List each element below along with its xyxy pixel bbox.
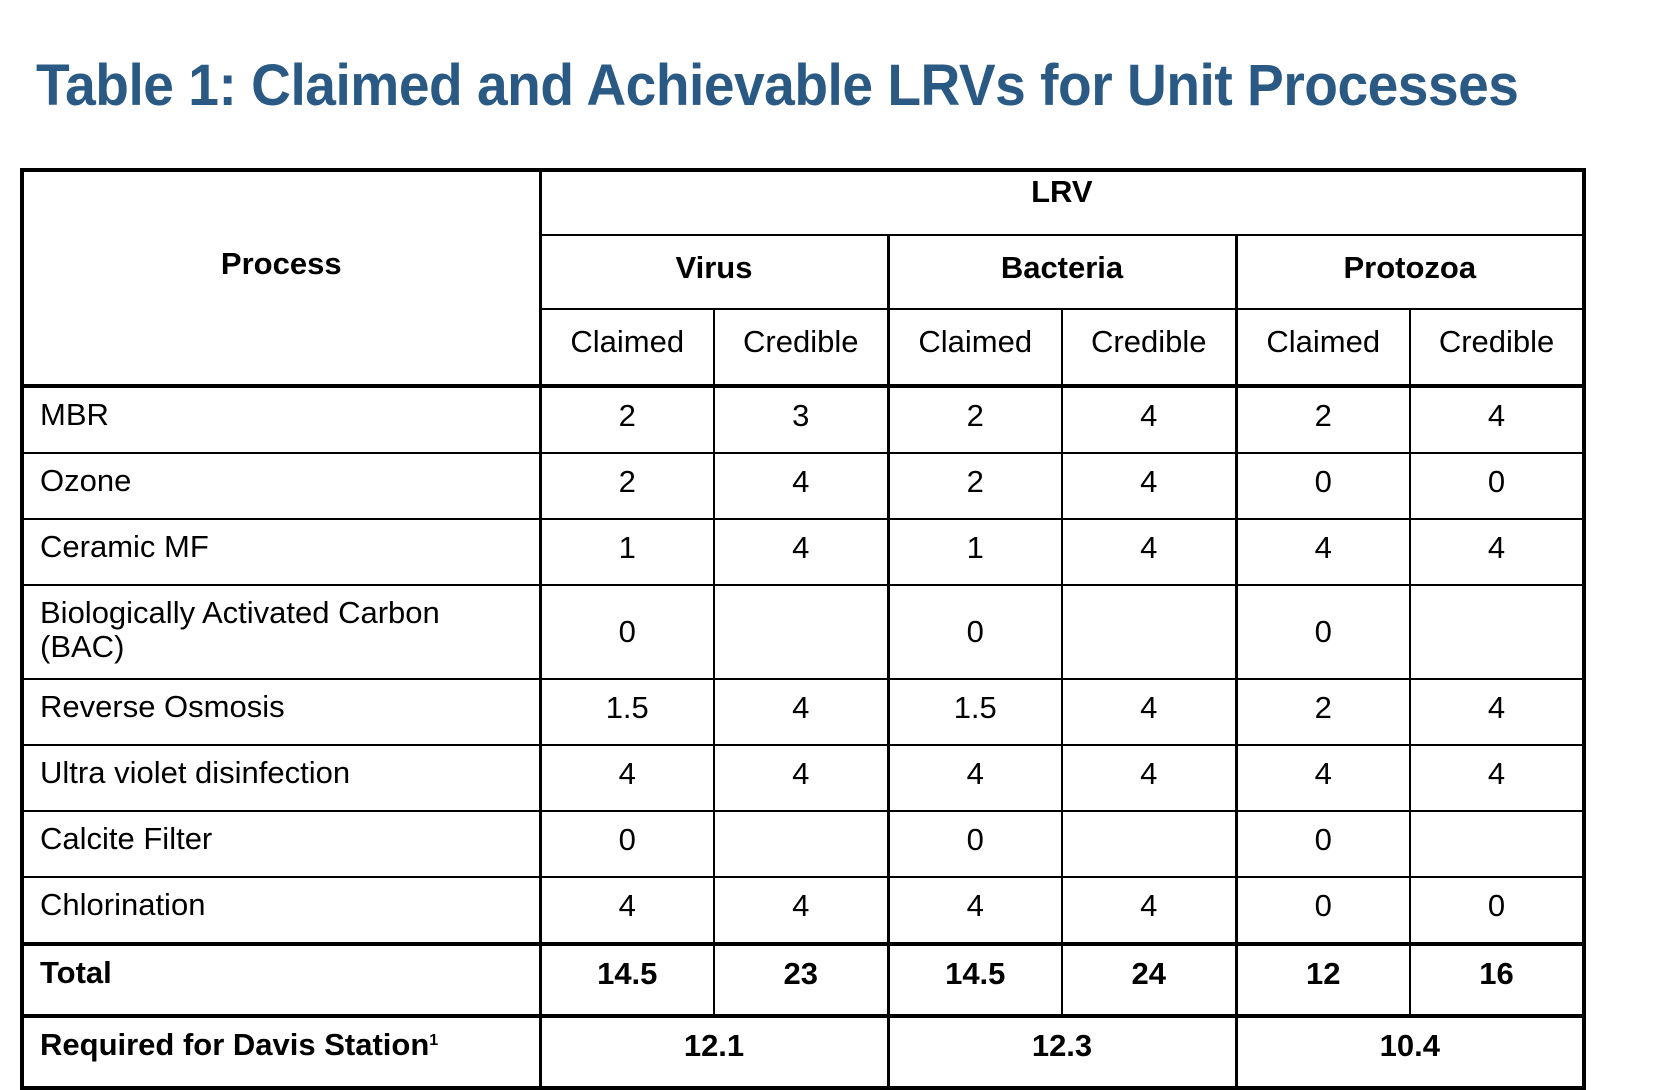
table-row: Ceramic MF 1 4 1 4 4 4 <box>20 518 1587 586</box>
protozoa-claimed-header: Claimed <box>1235 308 1411 388</box>
value-cell: 4 <box>1408 678 1587 746</box>
value-cell: 1 <box>538 518 715 586</box>
value-cell: 0 <box>1234 584 1411 680</box>
virus-credible-header: Credible <box>713 308 890 388</box>
process-cell: Ozone <box>20 452 542 520</box>
value-cell <box>1408 584 1587 680</box>
lrv-table: Process LRV Virus Bacteria Protozoa Clai… <box>20 168 1587 1090</box>
value-cell: 2 <box>886 452 1063 520</box>
required-label-cell: Required for Davis Station1 <box>20 1014 542 1090</box>
value-cell: 4 <box>713 452 889 520</box>
value-cell: 4 <box>1408 744 1587 812</box>
value-cell: 4 <box>713 876 889 945</box>
value-cell: 1 <box>886 518 1063 586</box>
value-cell: 4 <box>1061 678 1237 746</box>
table-row: Ozone 2 4 2 4 0 0 <box>20 452 1587 520</box>
process-header: Process <box>20 168 542 388</box>
value-cell: 4 <box>538 876 715 945</box>
table-row: Ultra violet disinfection 4 4 4 4 4 4 <box>20 744 1587 812</box>
value-cell: 0 <box>538 810 715 878</box>
table-row: Biologically Activated Carbon (BAC) 0 0 … <box>20 584 1587 680</box>
value-cell: 4 <box>1061 876 1237 945</box>
value-cell <box>713 584 889 680</box>
total-value-cell: 14.5 <box>886 942 1063 1017</box>
table-row: Reverse Osmosis 1.5 4 1.5 4 2 4 <box>20 678 1587 746</box>
value-cell: 4 <box>1061 744 1237 812</box>
value-cell: 1.5 <box>886 678 1063 746</box>
value-cell: 4 <box>1234 744 1411 812</box>
value-cell: 4 <box>1408 385 1587 454</box>
total-row: Total 14.5 23 14.5 24 12 16 <box>20 942 1587 1017</box>
value-cell: 3 <box>713 385 889 454</box>
value-cell: 0 <box>1408 876 1587 945</box>
value-cell: 2 <box>1234 678 1411 746</box>
value-cell: 2 <box>1234 385 1411 454</box>
total-value-cell: 23 <box>713 942 889 1017</box>
required-row: Required for Davis Station1 12.1 12.3 10… <box>20 1014 1587 1090</box>
value-cell <box>1061 810 1237 878</box>
table-title: Table 1: Claimed and Achievable LRVs for… <box>36 53 1519 118</box>
value-cell: 0 <box>1234 876 1411 945</box>
value-cell: 0 <box>886 810 1063 878</box>
process-cell: Ceramic MF <box>20 518 542 586</box>
table-row: Chlorination 4 4 4 4 0 0 <box>20 876 1587 945</box>
value-cell: 4 <box>713 518 889 586</box>
process-cell: Calcite Filter <box>20 810 542 878</box>
total-label: Total <box>20 942 542 1017</box>
bacteria-credible-header: Credible <box>1061 308 1238 388</box>
required-bacteria-value: 12.3 <box>886 1014 1237 1090</box>
virus-header: Virus <box>538 234 889 310</box>
required-virus-value: 12.1 <box>538 1014 889 1090</box>
value-cell: 0 <box>1408 452 1587 520</box>
value-cell: 0 <box>886 584 1063 680</box>
process-cell: MBR <box>20 385 542 454</box>
bacteria-header: Bacteria <box>886 234 1238 310</box>
total-value-cell: 12 <box>1234 942 1411 1017</box>
process-cell: Biologically Activated Carbon (BAC) <box>20 584 542 680</box>
bacteria-claimed-header: Claimed <box>887 308 1063 388</box>
value-cell: 4 <box>1061 385 1237 454</box>
value-cell: 4 <box>1061 452 1237 520</box>
table-row: MBR 2 3 2 4 2 4 <box>20 385 1587 454</box>
value-cell: 4 <box>1234 518 1411 586</box>
virus-claimed-header: Claimed <box>538 308 715 388</box>
value-cell: 4 <box>713 744 889 812</box>
total-value-cell: 14.5 <box>538 942 715 1017</box>
required-protozoa-value: 10.4 <box>1234 1014 1587 1090</box>
protozoa-header: Protozoa <box>1234 234 1587 310</box>
table-body: MBR 2 3 2 4 2 4 Ozone 2 4 2 4 0 0 Cerami… <box>20 385 1587 1090</box>
value-cell: 4 <box>538 744 715 812</box>
value-cell <box>1061 584 1237 680</box>
value-cell: 4 <box>1408 518 1587 586</box>
value-cell: 2 <box>886 385 1063 454</box>
value-cell: 4 <box>886 744 1063 812</box>
lrv-header: LRV <box>538 168 1587 236</box>
process-cell: Chlorination <box>20 876 542 945</box>
process-cell: Reverse Osmosis <box>20 678 542 746</box>
process-cell: Ultra violet disinfection <box>20 744 542 812</box>
table-row: Calcite Filter 0 0 0 <box>20 810 1587 878</box>
value-cell: 0 <box>1234 810 1411 878</box>
total-value-cell: 16 <box>1408 942 1587 1017</box>
table-header: Process LRV Virus Bacteria Protozoa Clai… <box>20 168 1587 388</box>
value-cell: 1.5 <box>538 678 715 746</box>
value-cell: 4 <box>713 678 889 746</box>
value-cell: 2 <box>538 452 715 520</box>
value-cell: 4 <box>1061 518 1237 586</box>
value-cell: 0 <box>538 584 715 680</box>
value-cell: 4 <box>886 876 1063 945</box>
required-label: Required for Davis Station <box>40 1027 430 1062</box>
value-cell <box>1408 810 1587 878</box>
value-cell: 0 <box>1234 452 1411 520</box>
total-value-cell: 24 <box>1061 942 1237 1017</box>
value-cell: 2 <box>538 385 715 454</box>
footnote-marker: 1 <box>429 1032 439 1049</box>
protozoa-credible-header: Credible <box>1408 308 1587 388</box>
value-cell <box>713 810 889 878</box>
